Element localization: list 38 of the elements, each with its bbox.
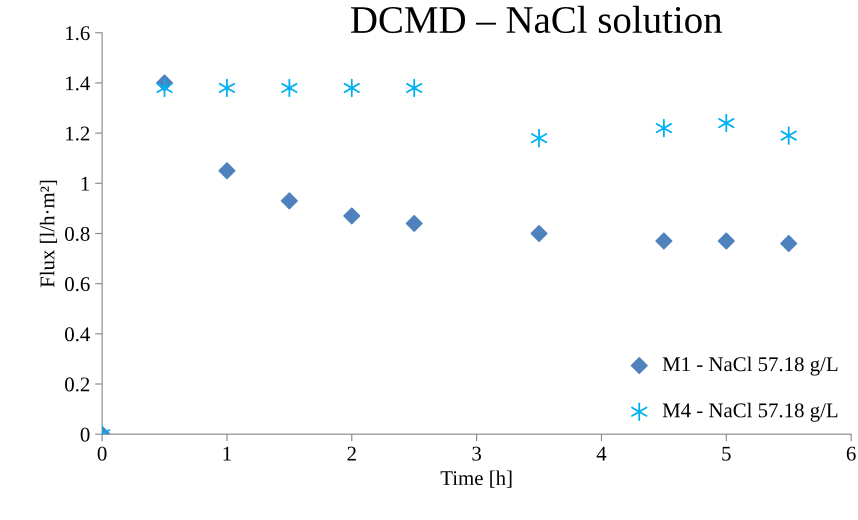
- point: [218, 162, 236, 180]
- y-tick-label: 1: [82, 176, 90, 191]
- y-tick-label: 0.6: [65, 277, 90, 292]
- chart-title: DCMD – NaCl solution: [351, 6, 722, 34]
- x-tick-label: 5: [722, 446, 731, 461]
- point: [655, 232, 672, 250]
- y-tick-label: 0.8: [65, 226, 90, 242]
- point: [780, 234, 798, 252]
- point: [343, 207, 360, 224]
- point: [344, 78, 360, 98]
- point: [281, 78, 298, 98]
- point: [406, 214, 423, 232]
- y-tick-label: 0.4: [65, 327, 90, 342]
- legend-label: M4 - NaCl 57.18 g/L: [662, 402, 838, 422]
- legend-label: M1 - NaCl 57.18 g/L: [662, 356, 838, 376]
- x-axis-title: Time [h]: [440, 470, 512, 488]
- point: [780, 126, 797, 145]
- y-tick-label: 0.2: [65, 377, 90, 392]
- point: [280, 192, 298, 210]
- y-axis-title: Flux [l/h·m²]: [40, 180, 58, 288]
- point: [530, 128, 548, 148]
- x-tick-label: 1: [224, 446, 231, 460]
- point: [656, 118, 672, 138]
- point: [156, 78, 173, 98]
- x-tick-label: 4: [596, 446, 606, 460]
- point: [718, 232, 735, 250]
- y-tick-label: 1.4: [66, 76, 90, 90]
- y-tick-label: 1.2: [66, 126, 90, 141]
- y-tick-label: 0: [80, 428, 90, 442]
- point: [218, 78, 236, 98]
- y-tick-label: 1.6: [66, 26, 90, 40]
- point: [718, 114, 734, 132]
- x-tick-label: 2: [347, 446, 356, 460]
- x-tick-label: 0: [98, 446, 107, 461]
- point: [406, 78, 422, 98]
- x-tick-label: 3: [472, 446, 482, 461]
- point: [530, 224, 548, 242]
- x-tick-label: 6: [846, 446, 856, 461]
